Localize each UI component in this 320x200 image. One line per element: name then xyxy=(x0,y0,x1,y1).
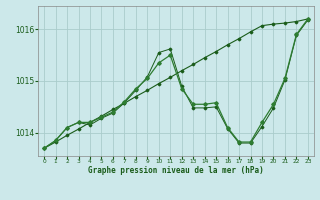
X-axis label: Graphe pression niveau de la mer (hPa): Graphe pression niveau de la mer (hPa) xyxy=(88,166,264,175)
